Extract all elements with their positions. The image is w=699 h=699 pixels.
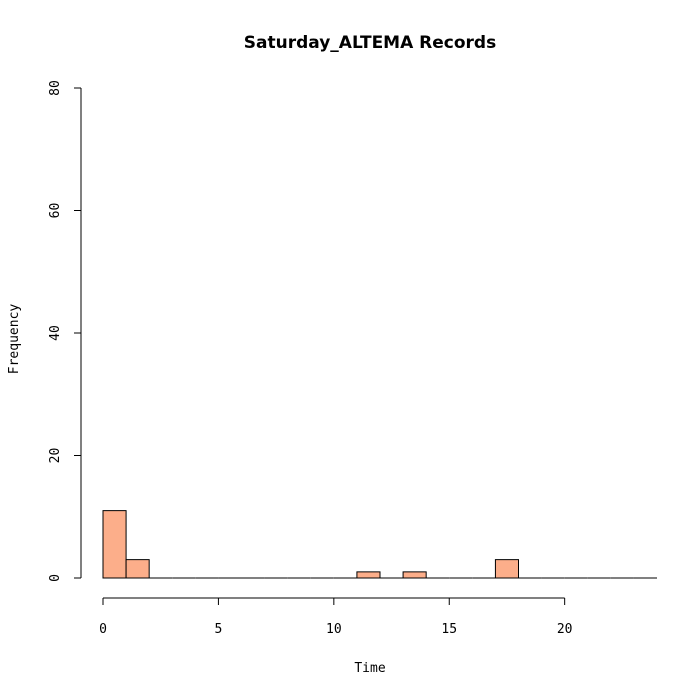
bars-group: [102, 510, 657, 579]
histogram-bar: [402, 571, 427, 579]
x-tick-label: 0: [99, 622, 107, 637]
x-tick-label: 10: [326, 622, 342, 637]
chart-title: Saturday_ALTEMA Records: [244, 33, 496, 53]
y-tick-label: 0: [48, 574, 63, 582]
x-tick-label: 5: [215, 622, 223, 637]
histogram-bar: [102, 510, 127, 579]
y-axis-label: Frequency: [7, 304, 22, 375]
histogram-bar: [356, 571, 381, 579]
x-tick-label: 20: [557, 622, 573, 637]
y-tick-label: 60: [48, 203, 63, 219]
histogram-bar: [125, 559, 150, 579]
x-axis: 0 5 10 15 20: [99, 597, 573, 637]
y-tick-label: 20: [48, 448, 63, 464]
y-tick-label: 80: [48, 80, 63, 96]
histogram-bar: [494, 559, 519, 579]
y-tick-label: 40: [48, 325, 63, 341]
x-axis-label: Time: [354, 661, 385, 676]
y-axis: 0 20 40 60 80: [48, 80, 82, 582]
x-tick-label: 15: [441, 622, 457, 637]
